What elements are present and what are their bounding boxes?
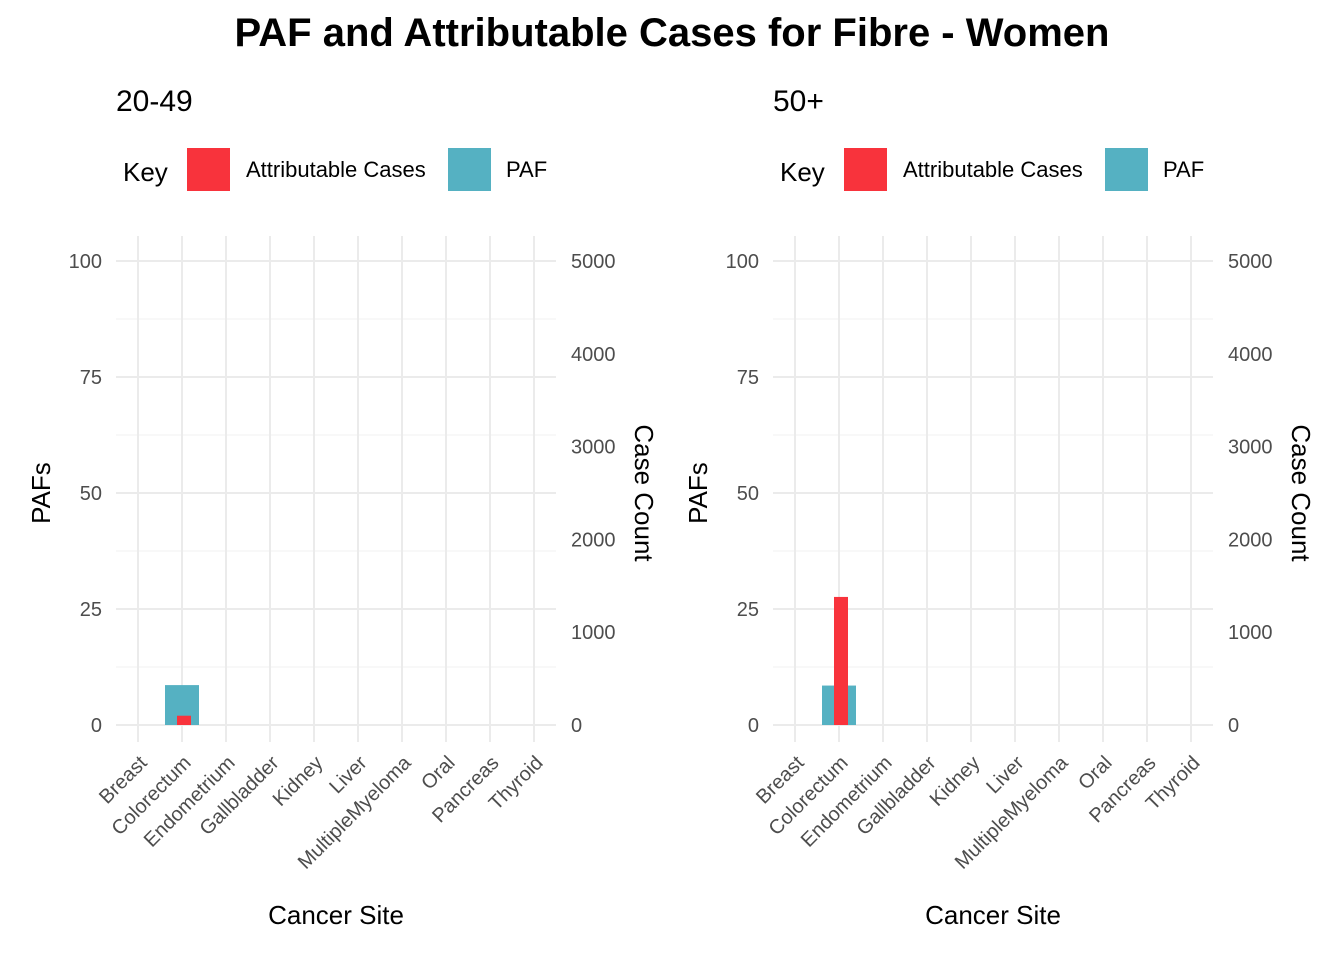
y-tick-label: 50 bbox=[80, 483, 102, 505]
y-tick-label: 75 bbox=[737, 367, 759, 389]
x-tick-label: Kidney bbox=[926, 752, 985, 811]
bar-cases-colorectum bbox=[177, 715, 191, 725]
legend-swatch-paf bbox=[448, 148, 491, 191]
y2-tick-label: 1000 bbox=[571, 622, 616, 644]
y2-axis-title: Case Count bbox=[1286, 424, 1316, 562]
y2-tick-label: 5000 bbox=[1228, 251, 1273, 273]
y2-tick-label: 1000 bbox=[1228, 622, 1273, 644]
legend-label: Attributable Cases bbox=[246, 157, 426, 182]
y-tick-label: 0 bbox=[91, 715, 102, 737]
x-tick-label: Kidney bbox=[269, 752, 328, 811]
legend-label: PAF bbox=[506, 157, 547, 182]
panel-2: 50+Key Attributable Cases PAF0255075100010… bbox=[683, 85, 1316, 930]
y2-tick-label: 3000 bbox=[1228, 437, 1273, 459]
y2-tick-label: 0 bbox=[1228, 715, 1239, 737]
y2-tick-label: 2000 bbox=[571, 529, 616, 551]
y-tick-label: 25 bbox=[80, 599, 102, 621]
bars bbox=[822, 596, 856, 725]
legend-title: Key bbox=[123, 157, 168, 187]
legend-label: PAF bbox=[1163, 157, 1204, 182]
legend-swatch-paf bbox=[1105, 148, 1148, 191]
y-tick-label: 25 bbox=[737, 599, 759, 621]
bar-cases-colorectum bbox=[834, 596, 848, 725]
y2-tick-label: 0 bbox=[571, 715, 582, 737]
y-axis-right: 0 1000 2000 3000 4000 5000 bbox=[571, 251, 616, 737]
y2-axis-title: Case Count bbox=[629, 424, 659, 562]
y2-tick-label: 4000 bbox=[571, 344, 616, 366]
x-axis: BreastColorectumEndometriumGallbladderKi… bbox=[95, 751, 547, 873]
y-tick-label: 100 bbox=[726, 251, 759, 273]
legend: Key Attributable Cases PAF bbox=[123, 148, 547, 191]
x-axis-title: Cancer Site bbox=[268, 900, 404, 930]
y2-tick-label: 5000 bbox=[571, 251, 616, 273]
y-tick-label: 50 bbox=[737, 483, 759, 505]
legend-label: Attributable Cases bbox=[903, 157, 1083, 182]
panel-subtitle: 50+ bbox=[773, 85, 824, 118]
y-axis-left: 0 25 50 75 100 bbox=[726, 251, 759, 737]
legend: Key Attributable Cases PAF bbox=[780, 148, 1204, 191]
y-tick-label: 0 bbox=[748, 715, 759, 737]
y2-tick-label: 4000 bbox=[1228, 344, 1273, 366]
x-axis: BreastColorectumEndometriumGallbladderKi… bbox=[752, 751, 1204, 873]
x-axis-title: Cancer Site bbox=[925, 900, 1061, 930]
bars bbox=[165, 685, 199, 725]
y-tick-label: 100 bbox=[69, 251, 102, 273]
y-axis-left: 0 25 50 75 100 bbox=[69, 251, 102, 737]
gridlines bbox=[116, 236, 556, 742]
legend-swatch-attributable-cases bbox=[844, 148, 887, 191]
panel-subtitle: 20-49 bbox=[116, 85, 193, 118]
y-tick-label: 75 bbox=[80, 367, 102, 389]
y-axis-title: PAFs bbox=[26, 462, 56, 524]
y2-tick-label: 3000 bbox=[571, 437, 616, 459]
legend-swatch-attributable-cases bbox=[187, 148, 230, 191]
y2-tick-label: 2000 bbox=[1228, 529, 1273, 551]
y-axis-title: PAFs bbox=[683, 462, 713, 524]
y-axis-right: 0 1000 2000 3000 4000 5000 bbox=[1228, 251, 1273, 737]
chart-title: PAF and Attributable Cases for Fibre - W… bbox=[235, 11, 1110, 55]
legend-title: Key bbox=[780, 157, 825, 187]
